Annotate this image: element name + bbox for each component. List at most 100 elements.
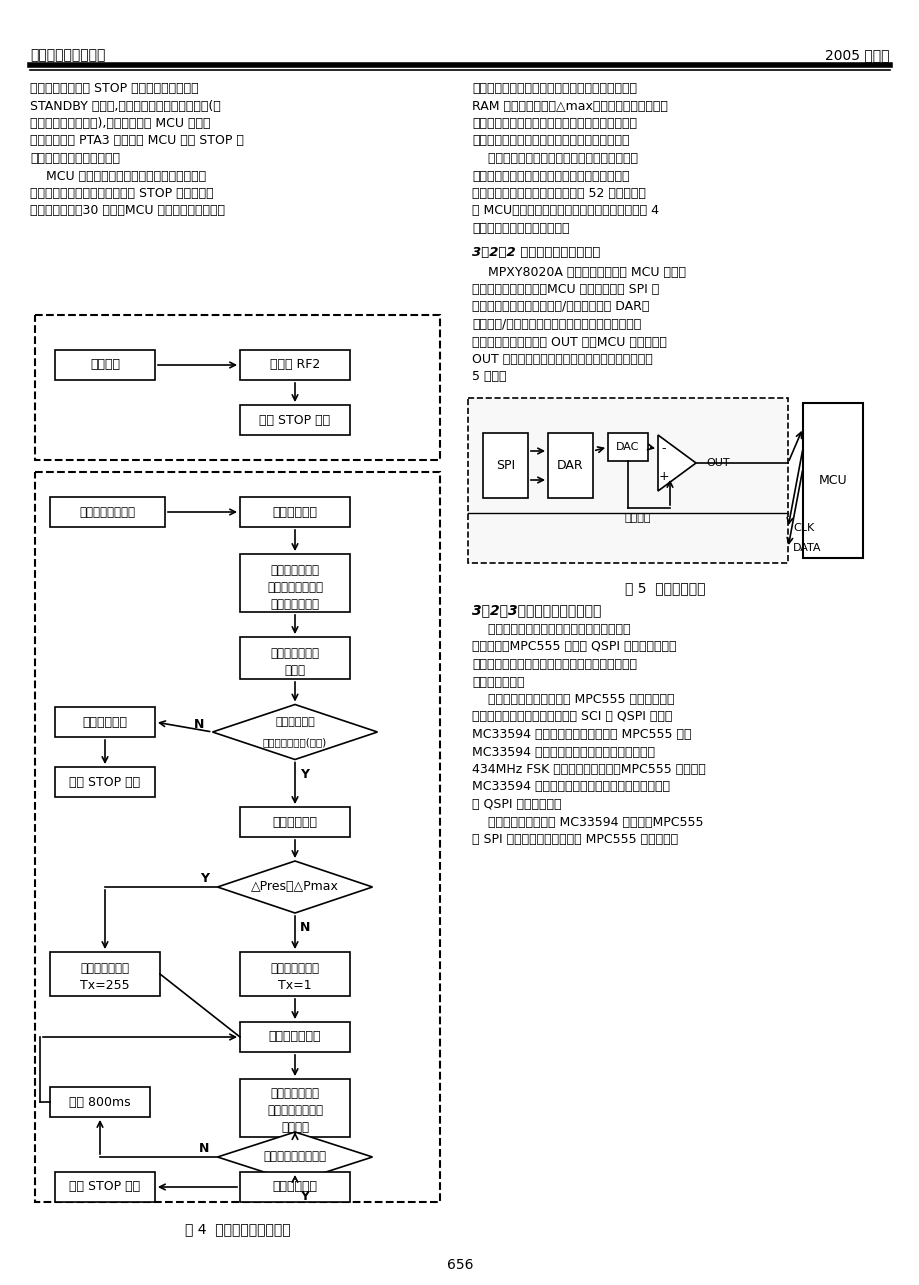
Text: 下，然后自己进入 STOP 模式。当传感器处于: 下，然后自己进入 STOP 模式。当传感器处于 xyxy=(30,82,199,95)
Text: 压力和温度值。: 压力和温度值。 xyxy=(471,676,524,689)
Text: MC33594 的控制寄存器进行配置，使其工作在: MC33594 的控制寄存器进行配置，使其工作在 xyxy=(471,745,654,758)
Text: 其进行比较储存，然后再次进入 STOP 模式。在连: 其进行比较储存，然后再次进入 STOP 模式。在连 xyxy=(30,188,213,200)
Text: 值。如果是十次循: 值。如果是十次循 xyxy=(267,581,323,594)
Text: 主要工作是设置显示驱动、配置 SCI 和 QSPI 模块。: 主要工作是设置显示驱动、配置 SCI 和 QSPI 模块。 xyxy=(471,711,672,723)
Text: 发送次数计数器为零: 发送次数计数器为零 xyxy=(263,1150,326,1163)
Text: 性。并且传感器的复位信号将每隔 52 分钟复位一: 性。并且传感器的复位信号将每隔 52 分钟复位一 xyxy=(471,188,645,200)
Bar xyxy=(55,707,154,738)
Text: 进入 STOP 模式: 进入 STOP 模式 xyxy=(259,414,330,427)
Text: △Pres＞△Pmax: △Pres＞△Pmax xyxy=(251,880,338,893)
Text: 3．2．3数据处理模块软件设计: 3．2．3数据处理模块软件设计 xyxy=(471,603,601,617)
Text: 3．2．2 压力和温度数据的读取: 3．2．2 压力和温度数据的读取 xyxy=(471,245,600,258)
Text: N: N xyxy=(194,717,204,730)
Bar xyxy=(240,554,349,612)
Text: 采样电压: 采样电压 xyxy=(624,513,651,523)
Text: DAR: DAR xyxy=(557,459,584,472)
Text: 5 所示。: 5 所示。 xyxy=(471,370,506,383)
Text: 值增加: 值增加 xyxy=(284,664,305,677)
Text: DAC: DAC xyxy=(616,442,639,452)
Text: 键盘中断服务程序: 键盘中断服务程序 xyxy=(79,505,135,519)
Bar xyxy=(50,952,160,996)
Text: 数据处理模块的软件主体是一个接收处理数: 数据处理模块的软件主体是一个接收处理数 xyxy=(471,623,630,636)
Text: MCU: MCU xyxy=(818,474,846,487)
Bar xyxy=(468,398,788,563)
Bar xyxy=(482,433,528,499)
Text: 数据进行处理，并通过显示设备来显示各个轮胎的: 数据进行处理，并通过显示设备来显示各个轮胎的 xyxy=(471,658,636,671)
Bar xyxy=(240,807,349,837)
Text: 环中最值就储存: 环中最值就储存 xyxy=(270,598,319,610)
Text: -: - xyxy=(661,442,665,455)
Text: 个键盘中断脚 PTA3 相连，使 MCU 脱离 STOP 模: 个键盘中断脚 PTA3 相连，使 MCU 脱离 STOP 模 xyxy=(30,135,244,148)
Bar xyxy=(240,350,349,380)
Text: 据的循环。MPC555 将它的 QSPI 子模块接收到的: 据的循环。MPC555 将它的 QSPI 子模块接收到的 xyxy=(471,640,675,654)
Text: 禁止键盘中断: 禁止键盘中断 xyxy=(272,505,317,519)
Bar xyxy=(35,472,439,1201)
Text: 完成配置之后，设置 MC33594 为主机，MPC555: 完成配置之后，设置 MC33594 为主机，MPC555 xyxy=(471,816,703,829)
Text: 发送次数计数器: 发送次数计数器 xyxy=(81,962,130,975)
Text: 时间内有较大的压力变化时，程序启动快速发送模: 时间内有较大的压力变化时，程序启动快速发送模 xyxy=(471,117,636,130)
Bar xyxy=(802,403,862,558)
Text: 434MHz FSK 模式下。此过程中，MPC555 是主机，: 434MHz FSK 模式下。此过程中，MPC555 是主机， xyxy=(471,763,705,776)
Text: OUT 的高低状态来判断是否达到通近值。原理如图: OUT 的高低状态来判断是否达到通近值。原理如图 xyxy=(471,353,652,366)
Text: 内置低频晶振来定时),该唤醒脉冲和 MCU 上的一: 内置低频晶振来定时),该唤醒脉冲和 MCU 上的一 xyxy=(30,117,210,130)
Bar xyxy=(240,1172,349,1201)
Bar xyxy=(55,1172,154,1201)
Bar xyxy=(240,497,349,527)
Text: RAM 中的最大差值（△max）时，也就是轮胎在短: RAM 中的最大差值（△max）时，也就是轮胎在短 xyxy=(471,99,667,113)
Text: 的 QSPI 子模块实现。: 的 QSPI 子模块实现。 xyxy=(471,798,561,811)
Text: 口串行地发送到传感器的数/模转换寄存器 DAR，: 口串行地发送到传感器的数/模转换寄存器 DAR， xyxy=(471,301,649,314)
Bar xyxy=(50,1087,150,1117)
Polygon shape xyxy=(212,704,377,759)
Text: 续十次唤醒后（30 秒），MCU 分析存储的胎压最大: 续十次唤醒后（30 秒），MCU 分析存储的胎压最大 xyxy=(30,204,225,217)
Text: 值和最小值间的差异。如果这个差值超过了存储在: 值和最小值间的差异。如果这个差值超过了存储在 xyxy=(471,82,636,95)
Text: 检查电压状态: 检查电压状态 xyxy=(272,816,317,829)
Text: +: + xyxy=(658,470,669,483)
Bar xyxy=(50,497,165,527)
Text: 2005 年增刊: 2005 年增刊 xyxy=(824,48,889,62)
Bar xyxy=(240,637,349,678)
Text: MC33594 是从机，两机之间的通讯可通过微控制器: MC33594 是从机，两机之间的通讯可通过微控制器 xyxy=(471,780,669,794)
Text: 的 SPI 子模块则变成从机。当 MPC555 等待接收机: 的 SPI 子模块则变成从机。当 MPC555 等待接收机 xyxy=(471,833,677,846)
Text: 胎压监测模块的使用寿命，同时提高其工作可靠: 胎压监测模块的使用寿命，同时提高其工作可靠 xyxy=(471,170,629,182)
Text: OUT: OUT xyxy=(705,457,729,468)
Polygon shape xyxy=(217,861,372,914)
Bar xyxy=(240,1079,349,1137)
Text: SPI: SPI xyxy=(495,459,515,472)
Text: 次通近程序的控制器，MCU 将猜测值通过 SPI 接: 次通近程序的控制器，MCU 将猜测值通过 SPI 接 xyxy=(471,283,659,296)
Text: 上电复位: 上电复位 xyxy=(90,359,119,371)
Text: Y: Y xyxy=(300,1190,309,1203)
Text: MCU 在中断服务程序中测量胎压和温度并对: MCU 在中断服务程序中测量胎压和温度并对 xyxy=(30,170,206,182)
Text: CLK: CLK xyxy=(792,523,813,533)
Text: Y: Y xyxy=(300,767,309,780)
Text: 在系统上电后，程序先对 MPC555 进行初始化，: 在系统上电后，程序先对 MPC555 进行初始化， xyxy=(471,693,674,705)
Text: 数器减一: 数器减一 xyxy=(280,1121,309,1133)
Polygon shape xyxy=(217,1132,372,1182)
Text: N: N xyxy=(300,921,310,934)
Text: 允许键盘中断: 允许键盘中断 xyxy=(272,1181,317,1194)
Text: 读取压力、温度: 读取压力、温度 xyxy=(270,564,319,577)
Bar xyxy=(607,433,647,461)
Text: 656: 656 xyxy=(447,1258,472,1272)
Text: DATA: DATA xyxy=(792,544,821,553)
Text: Y: Y xyxy=(200,873,210,885)
Text: MC33594 在开始接收之前，需要由 MPC555 先对: MC33594 在开始接收之前，需要由 MPC555 先对 xyxy=(471,729,691,741)
Text: 式，以提高接收机收到数据的可能性和实时性。: 式，以提高接收机收到数据的可能性和实时性。 xyxy=(471,135,629,148)
Text: 这种工作模式大大的降低了模块功耗，延长了: 这种工作模式大大的降低了模块功耗，延长了 xyxy=(471,152,637,164)
Bar xyxy=(240,405,349,436)
Text: 测量压力和温度: 测量压力和温度 xyxy=(268,1031,321,1043)
Text: 测的压力值比较，得到 OUT 值，MCU 通过返回的: 测的压力值比较，得到 OUT 值，MCU 通过返回的 xyxy=(471,335,666,348)
Text: 是胎压监测模块软件流程图。: 是胎压监测模块软件流程图。 xyxy=(471,222,569,235)
Text: 图 4  胎压监测模块软件流: 图 4 胎压监测模块软件流 xyxy=(185,1222,290,1236)
Text: 图 5  数据读取原理: 图 5 数据读取原理 xyxy=(625,581,705,595)
Text: 进入 STOP 模式: 进入 STOP 模式 xyxy=(69,776,141,789)
Bar xyxy=(55,350,154,380)
Text: 发送次数计数器: 发送次数计数器 xyxy=(270,962,319,975)
Bar xyxy=(55,767,154,797)
Text: MPXY8020A 传感器利用外部的 MCU 作为逐: MPXY8020A 传感器利用外部的 MCU 作为逐 xyxy=(471,266,686,279)
Text: 器件内数/模转换器将此猜测值变为模拟值，并与待: 器件内数/模转换器将此猜测值变为模拟值，并与待 xyxy=(471,317,641,332)
Text: Tx=255: Tx=255 xyxy=(80,979,130,992)
Text: 数据，发送次数计: 数据，发送次数计 xyxy=(267,1104,323,1117)
Text: Tx=1: Tx=1 xyxy=(278,979,312,992)
Text: 循环次数计数器: 循环次数计数器 xyxy=(270,648,319,660)
Text: 初始化 RF2: 初始化 RF2 xyxy=(269,359,320,371)
